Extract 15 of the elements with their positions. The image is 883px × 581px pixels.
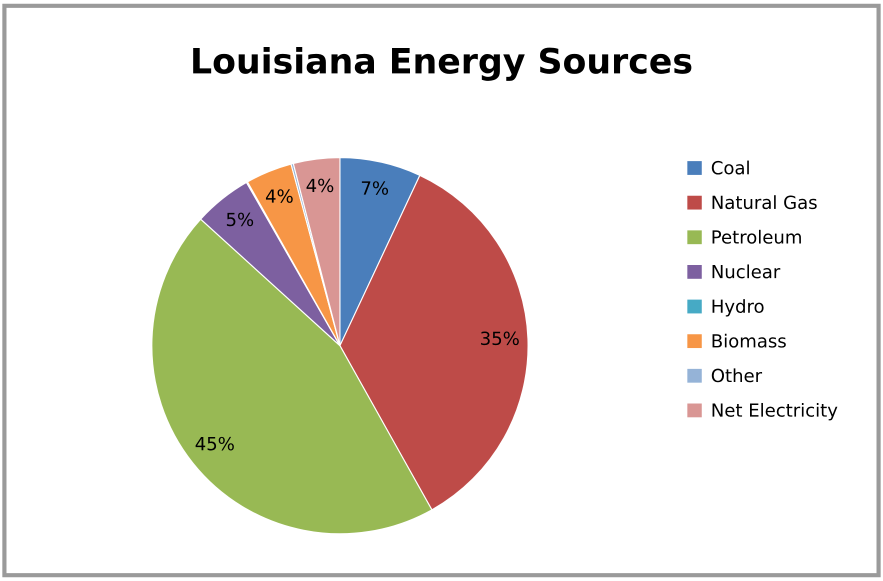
data-label: 35% bbox=[481, 332, 519, 346]
data-label: 4% bbox=[266, 189, 293, 203]
chart-title: Louisiana Energy Sources bbox=[193, 46, 692, 81]
legend-label: Net Electricity bbox=[712, 402, 838, 420]
legend-label: Hydro bbox=[712, 299, 764, 317]
legend-label: Biomass bbox=[712, 334, 786, 348]
data-label: 7% bbox=[362, 181, 388, 195]
legend-label: Natural Gas bbox=[712, 195, 817, 210]
legend-label: Petroleum bbox=[712, 230, 801, 244]
data-label: 45% bbox=[196, 436, 234, 450]
legend-label: Coal bbox=[712, 160, 749, 175]
data-label: 4% bbox=[306, 178, 334, 192]
data-label: 5% bbox=[226, 212, 254, 226]
legend-label: Other bbox=[712, 368, 762, 382]
legend-label: Nuclear bbox=[712, 264, 780, 278]
